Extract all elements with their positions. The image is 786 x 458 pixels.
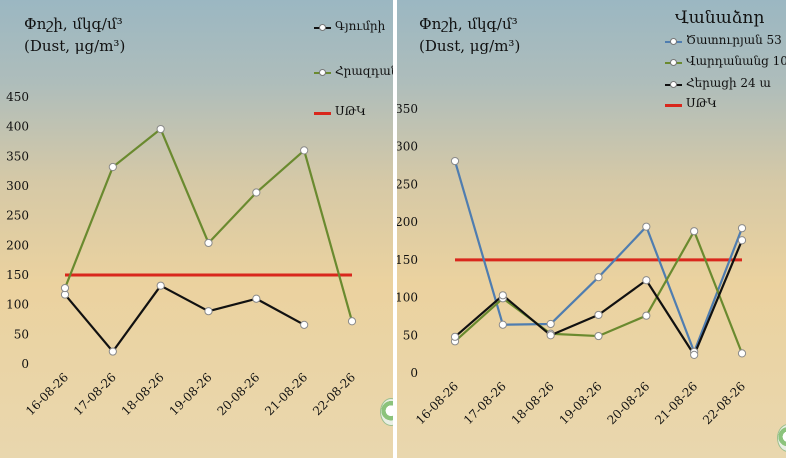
data-point xyxy=(108,347,117,356)
legend-line-marker xyxy=(665,38,682,45)
x-tick-label: 18-08-26 xyxy=(119,370,167,418)
legend-label: Վարդանանց 10 xyxy=(686,54,786,68)
data-point xyxy=(498,320,507,329)
data-point xyxy=(737,236,747,245)
data-point xyxy=(546,319,555,329)
legend-line-marker xyxy=(314,112,331,115)
legend-line-marker xyxy=(665,104,682,107)
y-tick-label: 300 xyxy=(397,140,418,154)
right-title-line2: (Dust, μg/m³) xyxy=(419,37,521,55)
left-chart-svg: 0 50 100 150 200 250 300 350 400 450 16-08-26 17-08… xyxy=(6,90,358,418)
data-point xyxy=(546,331,555,340)
x-tick-label: 17-08-26 xyxy=(71,370,119,418)
series-line xyxy=(453,160,744,353)
right-title-line1: Փոշի, մկգ/մ³ xyxy=(419,15,518,33)
data-point xyxy=(450,332,460,341)
x-tick-label: 19-08-26 xyxy=(557,379,605,427)
y-tick-label: 50 xyxy=(14,327,29,341)
y-tick-label: 0 xyxy=(410,366,418,380)
right-legend-title: Վանաձոր xyxy=(675,8,765,28)
x-tick-label: 21-08-26 xyxy=(652,379,700,427)
left-chart-panel: Փոշի, մկգ/մ³ (Dust, μg/m³) Գյումրի Հրազդ… xyxy=(0,0,393,458)
data-point xyxy=(594,331,603,341)
y-tick-label: 300 xyxy=(6,179,29,193)
legend-label: Գյումրի xyxy=(335,19,386,33)
legend-label: ՍԹԿ xyxy=(335,104,366,118)
data-point xyxy=(204,307,213,316)
legend-line-marker xyxy=(314,24,331,31)
data-point xyxy=(690,350,699,359)
data-point xyxy=(60,283,70,293)
data-point xyxy=(450,156,460,166)
data-point xyxy=(108,162,117,172)
data-point xyxy=(642,311,651,320)
x-tick-label: 19-08-26 xyxy=(167,370,215,418)
legend-label: Ծատուրյան 53 xyxy=(686,33,782,47)
x-tick-label: 17-08-26 xyxy=(461,379,509,427)
y-tick-label: 350 xyxy=(397,102,418,116)
x-tick-label: 20-08-26 xyxy=(214,370,262,418)
data-point xyxy=(498,291,507,300)
data-point xyxy=(252,188,261,197)
y-tick-label: 450 xyxy=(6,90,29,104)
y-tick-label: 400 xyxy=(6,120,29,134)
x-tick-label: 18-08-26 xyxy=(509,379,557,427)
data-point xyxy=(594,273,603,282)
legend-line-marker xyxy=(665,81,682,88)
data-point xyxy=(300,320,309,329)
legend-line-marker xyxy=(665,59,682,66)
right-chart-panel: Փոշի, մկգ/մ³ (Dust, μg/m³) Վանաձոր Ծատու… xyxy=(397,0,786,458)
y-tick-label: 150 xyxy=(6,268,29,282)
data-point xyxy=(737,349,747,358)
series-line xyxy=(64,284,305,353)
y-tick-label: 100 xyxy=(6,298,29,312)
y-tick-label: 200 xyxy=(397,215,418,229)
data-point xyxy=(737,224,747,233)
legend-label: ՍԹԿ xyxy=(686,96,717,110)
left-title-line1: Փոշի, մկգ/մ³ xyxy=(24,15,123,33)
data-point xyxy=(300,146,309,155)
left-title-line2: (Dust, μg/m³) xyxy=(24,37,126,55)
x-tick-label: 22-08-26 xyxy=(310,370,358,418)
legend-label: Հերացի 24 ա xyxy=(686,76,771,90)
legend-line-marker xyxy=(314,69,331,76)
data-point xyxy=(594,310,603,320)
data-point xyxy=(204,238,213,248)
legend-label: Հրազդան xyxy=(335,64,393,78)
data-point xyxy=(642,276,651,285)
series-line xyxy=(63,127,354,322)
x-tick-label: 16-08-26 xyxy=(23,370,71,418)
panel-divider xyxy=(393,0,397,458)
y-tick-label: 200 xyxy=(6,238,29,252)
x-tick-label: 21-08-26 xyxy=(262,370,310,418)
x-tick-label: 20-08-26 xyxy=(604,379,652,427)
y-tick-label: 250 xyxy=(6,209,29,223)
y-tick-label: 100 xyxy=(397,291,418,305)
data-point xyxy=(156,281,165,290)
y-tick-label: 350 xyxy=(6,149,29,163)
data-point xyxy=(156,124,165,134)
y-tick-label: 250 xyxy=(397,177,418,191)
right-chart-svg: 0 50 100 150 200 250 300 350 16-08-26 17-08-26 18-… xyxy=(397,102,748,427)
data-point xyxy=(690,227,699,236)
y-tick-label: 50 xyxy=(403,328,418,342)
data-point xyxy=(347,317,357,326)
y-tick-label: 150 xyxy=(397,253,418,267)
data-point xyxy=(252,294,261,303)
data-point xyxy=(642,222,651,231)
y-tick-label: 0 xyxy=(21,357,29,371)
x-tick-label: 22-08-26 xyxy=(700,379,748,427)
x-tick-label: 16-08-26 xyxy=(413,379,461,427)
